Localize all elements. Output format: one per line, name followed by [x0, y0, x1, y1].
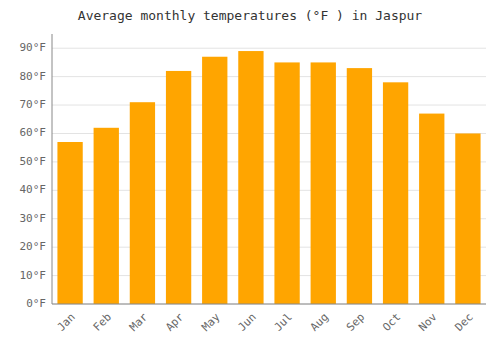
- x-tick-label: Nov: [416, 310, 440, 334]
- x-tick-label: Jan: [55, 311, 78, 334]
- chart-container: 0°F 10°F 20°F 30°F 40°F 50°F 60°F 70°F 80°F 90°F J…: [0, 0, 500, 350]
- y-tick-label: 40°F: [20, 183, 47, 196]
- bar: [274, 62, 299, 304]
- x-tick-label: Apr: [163, 310, 187, 334]
- bar: [57, 142, 82, 304]
- x-tick-label: Feb: [91, 311, 114, 334]
- grid-line: [52, 48, 486, 49]
- bar: [455, 133, 480, 304]
- bars: [57, 51, 480, 304]
- y-tick-label: 90°F: [20, 41, 47, 54]
- x-tick-label: Jul: [272, 311, 295, 334]
- bar: [130, 102, 155, 304]
- bar: [347, 68, 372, 304]
- x-tick-label: Sep: [344, 311, 367, 334]
- bar: [94, 128, 119, 304]
- y-tick-label: 0°F: [26, 297, 46, 310]
- x-axis-line: [52, 304, 486, 305]
- bar: [419, 114, 444, 304]
- bar: [238, 51, 263, 304]
- y-tick-label: 60°F: [20, 126, 47, 139]
- x-tick-label: Oct: [380, 311, 403, 334]
- y-tick-label: 50°F: [20, 155, 47, 168]
- grid-line: [52, 105, 486, 106]
- chart-svg: 0°F 10°F 20°F 30°F 40°F 50°F 60°F 70°F 80°F 90°F J…: [0, 0, 500, 350]
- grid: [52, 48, 486, 304]
- grid-line: [52, 304, 486, 305]
- x-tick-label: May: [199, 310, 223, 334]
- y-axis-line: [52, 34, 53, 304]
- bar: [383, 82, 408, 304]
- bar: [166, 71, 191, 304]
- bar: [202, 57, 227, 304]
- y-tick-label: 70°F: [20, 98, 47, 111]
- x-tick-label: Jun: [235, 311, 258, 334]
- x-tick-label: Aug: [308, 311, 331, 334]
- y-tick-label: 10°F: [20, 269, 47, 282]
- y-tick-label: 30°F: [20, 212, 47, 225]
- x-tick-label: Dec: [452, 311, 475, 334]
- grid-line: [52, 76, 486, 77]
- x-tick-label: Mar: [127, 310, 151, 334]
- y-tick-label: 20°F: [20, 240, 47, 253]
- y-tick-label: 80°F: [20, 70, 47, 83]
- bar: [311, 62, 336, 304]
- title: Average monthly temperatures (°F ) in Ja…: [78, 8, 423, 23]
